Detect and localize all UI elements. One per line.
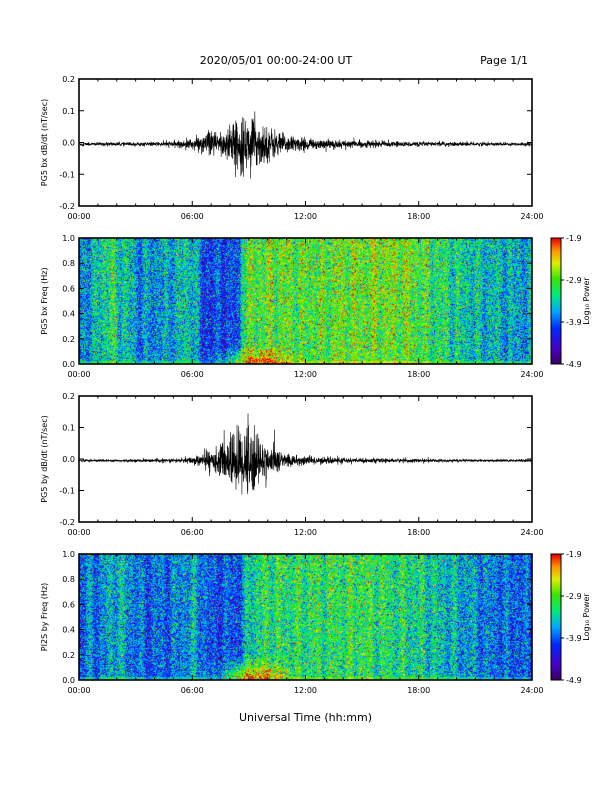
colorbar-tick-label: -3.9 [566, 634, 582, 643]
spectrogram-heatmap [79, 554, 532, 680]
x-tick-label: 06:00 [181, 686, 204, 695]
y-tick-label: 0.8 [62, 575, 75, 584]
y-tick-label: 0.4 [62, 310, 75, 319]
x-tick-label: 18:00 [407, 370, 430, 379]
y-axis-label: PG5 bx dB/dt (nT/sec) [40, 99, 49, 186]
x-tick-label: 18:00 [407, 528, 430, 537]
colorbar [551, 238, 561, 364]
x-tick-label: 24:00 [520, 212, 543, 221]
colorbar-frame [550, 553, 562, 681]
x-tick-label: 00:00 [67, 370, 90, 379]
y-tick-label: 1.0 [62, 550, 75, 559]
y-tick-label: 0.0 [62, 139, 75, 148]
y-axis-label: PG5 by dB/dt (nT/sec) [40, 415, 49, 502]
x-tick-label: 18:00 [407, 212, 430, 221]
x-tick-label: 24:00 [520, 686, 543, 695]
y-tick-label: 0.6 [62, 284, 75, 293]
x-tick-label: 12:00 [294, 528, 317, 537]
x-axis-label: Universal Time (hh:mm) [239, 711, 372, 724]
x-tick-label: 00:00 [67, 528, 90, 537]
panel-by-spec: -1.9 -2.9 -3.9 -4.9 Log₁₀ Power 00:00 06:00 12:… [40, 550, 591, 724]
x-tick-label: 24:00 [520, 528, 543, 537]
y-tick-label: 0.2 [62, 75, 75, 84]
y-tick-label: 0.2 [62, 651, 75, 660]
y-tick-label: 0.6 [62, 600, 75, 609]
x-tick-label: 06:00 [181, 212, 204, 221]
y-tick-label: 0.1 [62, 107, 75, 116]
waveform-line [78, 413, 533, 495]
panel-by-wave: 00:00 06:00 12:00 18:00 24:00 -0.2 -0.1 0.0 0.1 0… [40, 392, 544, 537]
panel-bx-spec: -1.9 -2.9 -3.9 -4.9 Log₁₀ Power 00:00 06:00 12:… [40, 234, 591, 379]
x-tick-label: 12:00 [294, 370, 317, 379]
y-tick-label: 0.2 [62, 335, 75, 344]
x-tick-label: 06:00 [181, 370, 204, 379]
y-tick-label: 0.0 [62, 455, 75, 464]
y-tick-label: -0.2 [59, 518, 75, 527]
x-tick-label: 00:00 [67, 686, 90, 695]
colorbar-tick-label: -2.9 [566, 276, 582, 285]
y-tick-label: 0.2 [62, 392, 75, 401]
colorbar-frame [550, 237, 562, 365]
chart-title: 2020/05/01 00:00-24:00 UT [200, 54, 353, 67]
x-tick-label: 12:00 [294, 212, 317, 221]
colorbar-tick-label: -4.9 [566, 676, 582, 685]
colorbar-label: Log₁₀ Power [582, 277, 591, 325]
x-tick-label: 18:00 [407, 686, 430, 695]
spectrogram-heatmap [79, 238, 532, 364]
colorbar-tick-label: -1.9 [566, 550, 582, 559]
y-tick-label: -0.1 [59, 170, 75, 179]
colorbar-tick-label: -3.9 [566, 318, 582, 327]
x-tick-label: 12:00 [294, 686, 317, 695]
x-tick-label: 24:00 [520, 370, 543, 379]
colorbar-label: Log₁₀ Power [582, 593, 591, 641]
y-tick-label: 0.0 [62, 360, 75, 369]
x-tick-label: 06:00 [181, 528, 204, 537]
waveform-line [78, 111, 533, 179]
colorbar-tick-label: -2.9 [566, 592, 582, 601]
y-axis-label: PI2S by Freq (Hz) [40, 583, 49, 651]
y-tick-label: 0.0 [62, 676, 75, 685]
y-tick-label: 0.8 [62, 259, 75, 268]
colorbar [551, 554, 561, 680]
colorbar-tick-label: -1.9 [566, 234, 582, 243]
y-tick-label: 0.4 [62, 626, 75, 635]
page-number: Page 1/1 [480, 54, 528, 67]
y-tick-label: 0.1 [62, 424, 75, 433]
y-tick-label: -0.2 [59, 202, 75, 211]
y-tick-label: 1.0 [62, 234, 75, 243]
colorbar-tick-label: -4.9 [566, 360, 582, 369]
x-tick-label: 00:00 [67, 212, 90, 221]
y-tick-label: -0.1 [59, 487, 75, 496]
y-axis-label: PG5 bx Freq (Hz) [40, 267, 49, 334]
panel-bx-wave: 00:00 06:00 12:00 18:00 24:00 -0.2 -0.1 0.0 0.1 0… [40, 75, 544, 221]
